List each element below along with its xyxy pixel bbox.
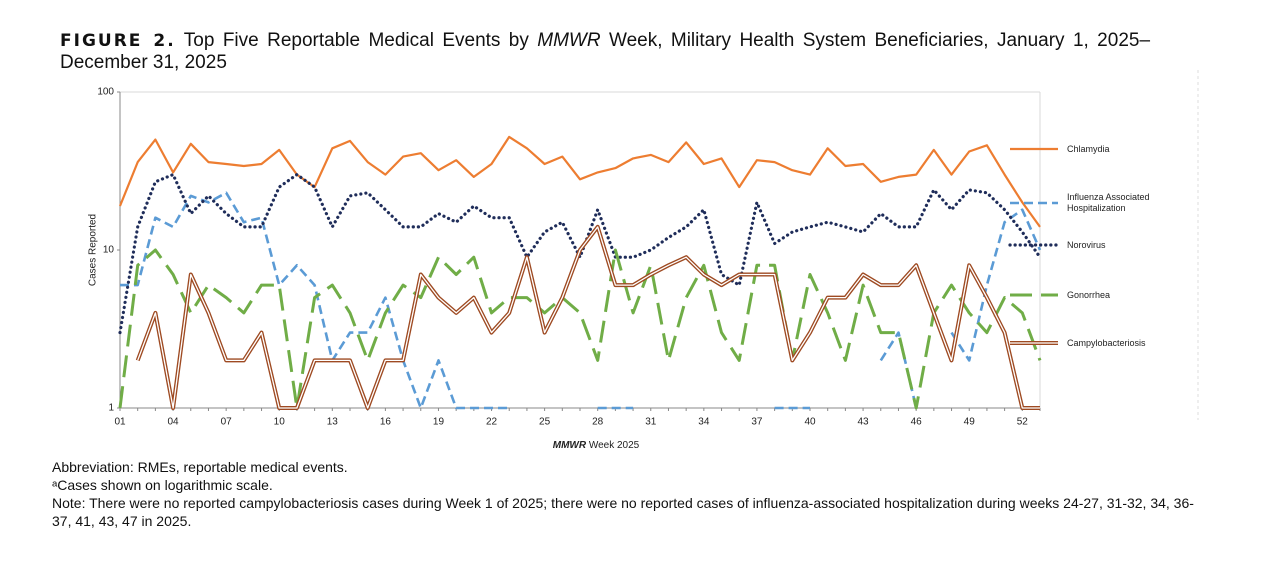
legend-label: Gonorrhea: [1067, 289, 1111, 300]
x-tick-label: 07: [221, 417, 233, 428]
y-tick-label: 100: [97, 87, 114, 98]
chart-title: FIGURE 2. Top Five Reportable Medical Ev…: [60, 30, 1150, 74]
series-line-inner: [137, 226, 1040, 409]
x-label-text: Week 2025: [586, 440, 640, 451]
x-tick-label: 31: [645, 417, 657, 428]
x-tick-label: 13: [327, 417, 339, 428]
y-tick-label: 1: [108, 403, 114, 414]
x-tick-label: 40: [804, 417, 816, 428]
title-text: Week, Military Health System Beneficiari…: [60, 30, 1151, 73]
figure-label: FIGURE 2.: [60, 31, 176, 51]
y-axis-label: Cases Reported: [88, 214, 99, 286]
legend-label: Norovirus: [1067, 239, 1106, 250]
x-tick-label: 01: [114, 417, 126, 428]
x-axis-label: MMWR Week 2025: [553, 440, 640, 451]
x-tick-label: 28: [592, 417, 604, 428]
x-tick-label: 46: [911, 417, 923, 428]
x-tick-label: 34: [698, 417, 710, 428]
x-tick-label: 22: [486, 417, 498, 428]
x-tick-label: 43: [858, 417, 870, 428]
y-tick-label: 10: [103, 245, 115, 256]
series-line: [118, 173, 1042, 335]
legend-label: Influenza Associated Hospitalization: [1067, 192, 1150, 213]
x-tick-label: 04: [168, 417, 180, 428]
note: Abbreviation: RMEs, reportable medical e…: [52, 459, 348, 475]
x-tick-label: 49: [964, 417, 976, 428]
legend-label: Campylobacteriosis: [1067, 337, 1146, 348]
series-line: [118, 135, 1041, 228]
x-tick-label: 16: [380, 417, 392, 428]
x-label-italic: MMWR: [553, 440, 587, 451]
series-line: [118, 248, 1042, 410]
x-tick-label: 37: [751, 417, 763, 428]
title-text: Top Five Reportable Medical Events by: [183, 30, 538, 51]
title-italic: MMWR: [537, 30, 601, 51]
x-tick-label: 19: [433, 417, 445, 428]
legend-label: Chlamydia: [1067, 143, 1110, 154]
x-tick-label: 10: [274, 417, 286, 428]
note: Note: There were no reported campylobact…: [52, 495, 1194, 529]
x-tick-label: 25: [539, 417, 551, 428]
x-tick-label: 52: [1017, 417, 1029, 428]
note: ᵃCases shown on logarithmic scale.: [52, 477, 273, 493]
series-line: [120, 191, 1042, 410]
